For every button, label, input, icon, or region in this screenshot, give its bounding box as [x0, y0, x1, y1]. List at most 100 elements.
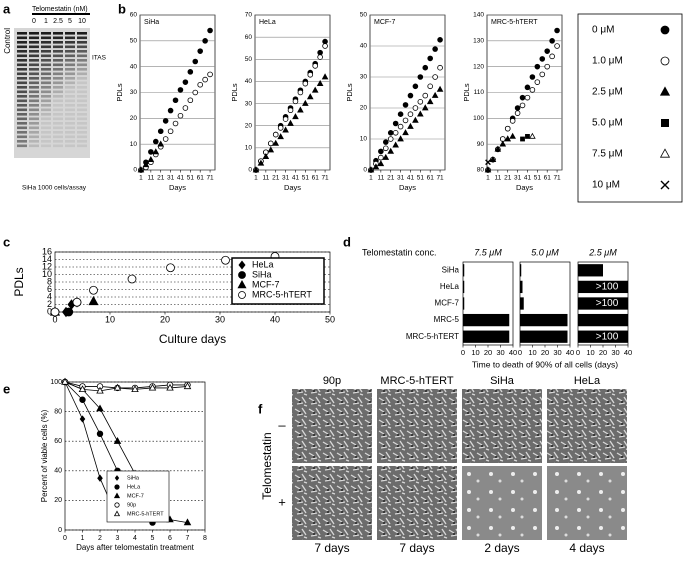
y-tick-label: 6 [47, 284, 52, 294]
data-point [367, 166, 375, 173]
data-point [192, 58, 199, 65]
data-point [252, 166, 260, 173]
gel-band [65, 54, 75, 58]
x-tick-label: 30 [215, 314, 225, 324]
x-tick-label: 61 [427, 175, 435, 182]
y-tick-label: 30 [360, 74, 368, 81]
gel-band [17, 135, 27, 139]
gel-band [17, 90, 27, 94]
legend-label: 10 μM [592, 180, 620, 191]
x-tick-label: 51 [187, 175, 195, 182]
data-point [514, 110, 521, 116]
gel-band [41, 77, 51, 80]
y-tick-label: 8 [47, 276, 52, 286]
gel-band [17, 108, 27, 112]
y-tick-label: 50 [130, 38, 138, 45]
data-point [412, 83, 419, 90]
legend-label: 90p [127, 502, 136, 508]
x-tick-label: 0 [518, 348, 522, 357]
bar [578, 297, 628, 310]
x-tick-label: 10 [528, 348, 536, 357]
x-tick-label: 10 [105, 314, 115, 324]
gel-band [29, 135, 39, 139]
y-tick-label: 40 [54, 468, 62, 475]
gel-band [53, 140, 63, 143]
data-point [192, 89, 199, 96]
duration-label: 4 days [569, 541, 604, 555]
data-point [182, 79, 189, 85]
x-tick-label: 40 [624, 348, 632, 357]
data-point [202, 38, 208, 44]
x-tick-label: 40 [509, 348, 517, 357]
gel-band [29, 104, 39, 107]
y-axis-title: Percent of viable cells (%) [40, 409, 49, 502]
gel-band [65, 113, 75, 116]
gel-band [29, 72, 39, 76]
y-tick-label: 80 [477, 167, 485, 174]
y-tick-label: 0 [58, 527, 62, 534]
y-tick-label: 16 [42, 246, 52, 256]
data-point [267, 146, 275, 153]
legend-label: MRC-5-hTERT [252, 289, 312, 299]
gel-band [41, 45, 51, 49]
gel-band [77, 59, 87, 62]
data-point [422, 92, 429, 99]
data-point [417, 99, 424, 105]
data-point [382, 139, 389, 145]
x-tick-label: 21 [157, 175, 165, 182]
data-point [277, 133, 284, 140]
x-tick-label: 8 [203, 535, 207, 542]
micrograph [547, 389, 627, 463]
y-tick-label: 40 [360, 43, 368, 50]
legend-marker [661, 119, 669, 127]
value-label: >100 [596, 331, 619, 342]
legend-label: HeLa [127, 484, 141, 490]
x-tick-label: 4 [133, 535, 137, 542]
gel-band [41, 54, 51, 58]
category-label: MRC-5-hTERT [406, 332, 459, 341]
legend-marker [113, 492, 121, 499]
data-point [78, 385, 87, 393]
data-point [407, 122, 414, 129]
y-tick-label: 10 [130, 141, 138, 148]
x-tick-label: 21 [272, 175, 280, 182]
y-tick-label: 0 [248, 167, 252, 174]
x-axis-title: Culture days [159, 332, 226, 346]
gel-band [65, 63, 75, 67]
y-tick-label: 10 [360, 136, 368, 143]
y-tick-label: 100 [50, 379, 62, 386]
gel-band [65, 86, 75, 89]
gel-band [29, 68, 39, 71]
chart-title: Telomestatin conc. [362, 247, 437, 257]
data-point [524, 94, 531, 101]
gel-band [65, 90, 75, 94]
data-point [152, 148, 160, 155]
legend-label: SiHa [127, 475, 140, 481]
category-label: MCF-7 [435, 299, 460, 308]
x-tick-label: 11 [147, 175, 154, 182]
gel-band [41, 104, 51, 107]
gel-band [53, 90, 63, 94]
gel-band [41, 144, 51, 148]
plot-frame [369, 14, 446, 171]
legend-marker [659, 86, 671, 96]
data-point [514, 105, 521, 111]
x-tick-label: 20 [160, 314, 170, 324]
gel-band [29, 122, 39, 125]
gel-band [77, 54, 87, 58]
panel-letter: b [118, 1, 126, 16]
data-point [152, 138, 159, 145]
data-point [257, 159, 265, 166]
data-point [302, 99, 309, 106]
data-point [88, 295, 99, 306]
gel-band [53, 126, 63, 130]
bar [463, 264, 465, 277]
data-point [402, 102, 409, 108]
gel-image: Control Telomestatin (nM) ITAS SiHa 1000… [3, 6, 107, 192]
gel-band [29, 113, 39, 116]
data-point [113, 383, 122, 391]
data-point [402, 129, 409, 136]
data-point [387, 147, 395, 154]
data-point [427, 55, 433, 62]
data-point [262, 153, 270, 160]
